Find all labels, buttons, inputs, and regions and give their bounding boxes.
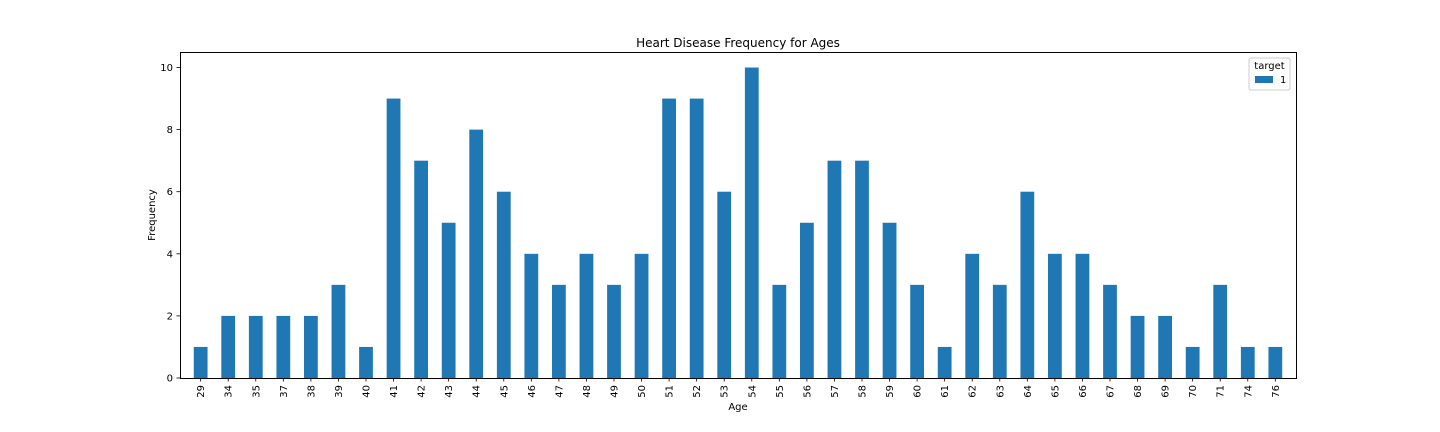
bar-age-59 [882, 222, 897, 378]
bar-age-65 [1048, 253, 1062, 378]
bar-age-66 [1075, 253, 1090, 378]
x-tick-label: 61 [940, 385, 951, 398]
bar-age-49 [607, 284, 621, 378]
x-tick-label: 52 [692, 385, 703, 398]
x-tick-label: 37 [279, 385, 290, 398]
x-tick-label: 46 [527, 385, 538, 398]
legend-title: target [1254, 61, 1284, 72]
x-tick-label: 67 [1106, 385, 1117, 398]
bar-age-41 [386, 98, 401, 379]
x-tick-label: 45 [499, 385, 510, 398]
x-tick-label: 63 [995, 385, 1006, 398]
x-tick-label: 66 [1078, 385, 1089, 398]
bar-age-63 [992, 284, 1007, 378]
x-tick-label: 55 [775, 385, 786, 398]
x-tick-label: 47 [554, 385, 565, 398]
x-tick-label: 54 [747, 385, 758, 398]
bar-age-67 [1103, 284, 1117, 378]
bar-age-42 [414, 160, 428, 378]
x-tick-label: 69 [1161, 385, 1172, 398]
bar-age-45 [496, 191, 511, 378]
x-tick-label: 41 [389, 385, 400, 398]
bar-age-29 [193, 346, 208, 378]
x-tick-label: 44 [472, 385, 483, 398]
x-tick-label: 29 [196, 385, 207, 398]
x-axis-label: Age [728, 402, 747, 413]
bars-group [193, 67, 1283, 379]
x-tick-label: 64 [1023, 385, 1034, 398]
bar-age-56 [800, 222, 814, 378]
bar-age-48 [579, 253, 594, 378]
legend-swatch [1255, 76, 1273, 83]
y-tick-label: 8 [167, 125, 173, 136]
x-tick-label: 39 [334, 385, 345, 398]
bar-age-58 [855, 160, 869, 378]
plot-frame [180, 52, 1297, 379]
y-tick-label: 10 [160, 63, 173, 74]
y-ticks: 0 2 4 6 8 10 [160, 63, 180, 385]
bar-age-64 [1020, 191, 1035, 378]
x-tick-label: 57 [830, 385, 841, 398]
x-tick-label: 70 [1188, 385, 1199, 398]
x-tick-label: 38 [306, 385, 317, 398]
chart-title: Heart Disease Frequency for Ages [636, 36, 840, 50]
bar-age-38 [304, 315, 318, 378]
bar-age-51 [662, 98, 676, 379]
x-tick-label: 68 [1133, 385, 1144, 398]
x-tick-label: 43 [444, 385, 455, 398]
bar-age-55 [772, 284, 787, 378]
y-tick-label: 2 [167, 311, 173, 322]
bar-age-43 [441, 222, 456, 378]
bar-age-60 [910, 284, 924, 378]
bar-age-37 [276, 315, 291, 378]
x-tick-label: 71 [1216, 385, 1227, 398]
bar-age-57 [827, 160, 842, 378]
bar-age-44 [469, 129, 484, 378]
bar-age-74 [1240, 346, 1255, 378]
bar-age-40 [359, 346, 373, 378]
bar-age-76 [1268, 346, 1283, 378]
y-tick-label: 4 [167, 249, 173, 260]
x-tick-label: 76 [1271, 385, 1282, 398]
x-tick-label: 60 [913, 385, 924, 398]
bar-age-35 [248, 315, 263, 378]
x-tick-label: 42 [417, 385, 428, 398]
x-tick-label: 49 [610, 385, 621, 398]
bar-age-46 [524, 253, 539, 378]
bar-age-69 [1158, 315, 1172, 378]
x-tick-label: 35 [251, 385, 262, 398]
legend: target 1 [1248, 57, 1291, 91]
y-axis-label: Frequency [147, 189, 158, 241]
bar-age-70 [1185, 346, 1200, 378]
x-tick-label: 48 [582, 385, 593, 398]
bar-age-52 [689, 98, 704, 379]
bar-age-61 [937, 346, 952, 378]
legend-entry-label: 1 [1280, 75, 1286, 86]
x-tick-label: 59 [885, 385, 896, 398]
bar-age-68 [1130, 315, 1145, 378]
x-tick-label: 74 [1243, 385, 1254, 398]
x-ticks: 29 34 35 37 38 39 40 41 42 43 44 45 46 47 48 49 50 51 52 53… [196, 378, 1282, 398]
x-tick-label: 53 [720, 385, 731, 398]
bar-age-71 [1213, 284, 1228, 378]
x-tick-label: 65 [1050, 385, 1061, 398]
x-tick-label: 51 [665, 385, 676, 398]
bar-age-62 [965, 253, 980, 378]
bar-age-47 [552, 284, 566, 378]
y-tick-label: 6 [167, 187, 173, 198]
x-tick-label: 34 [224, 385, 235, 398]
x-tick-label: 40 [362, 385, 373, 398]
x-tick-label: 56 [802, 385, 813, 398]
x-tick-label: 58 [858, 385, 869, 398]
bar-age-53 [717, 191, 732, 378]
bar-age-34 [221, 315, 236, 378]
bar-age-39 [331, 284, 346, 378]
x-tick-label: 50 [637, 385, 648, 398]
bar-age-50 [634, 253, 649, 378]
x-tick-label: 62 [968, 385, 979, 398]
bar-age-54 [744, 67, 759, 379]
y-tick-label: 0 [167, 374, 173, 385]
